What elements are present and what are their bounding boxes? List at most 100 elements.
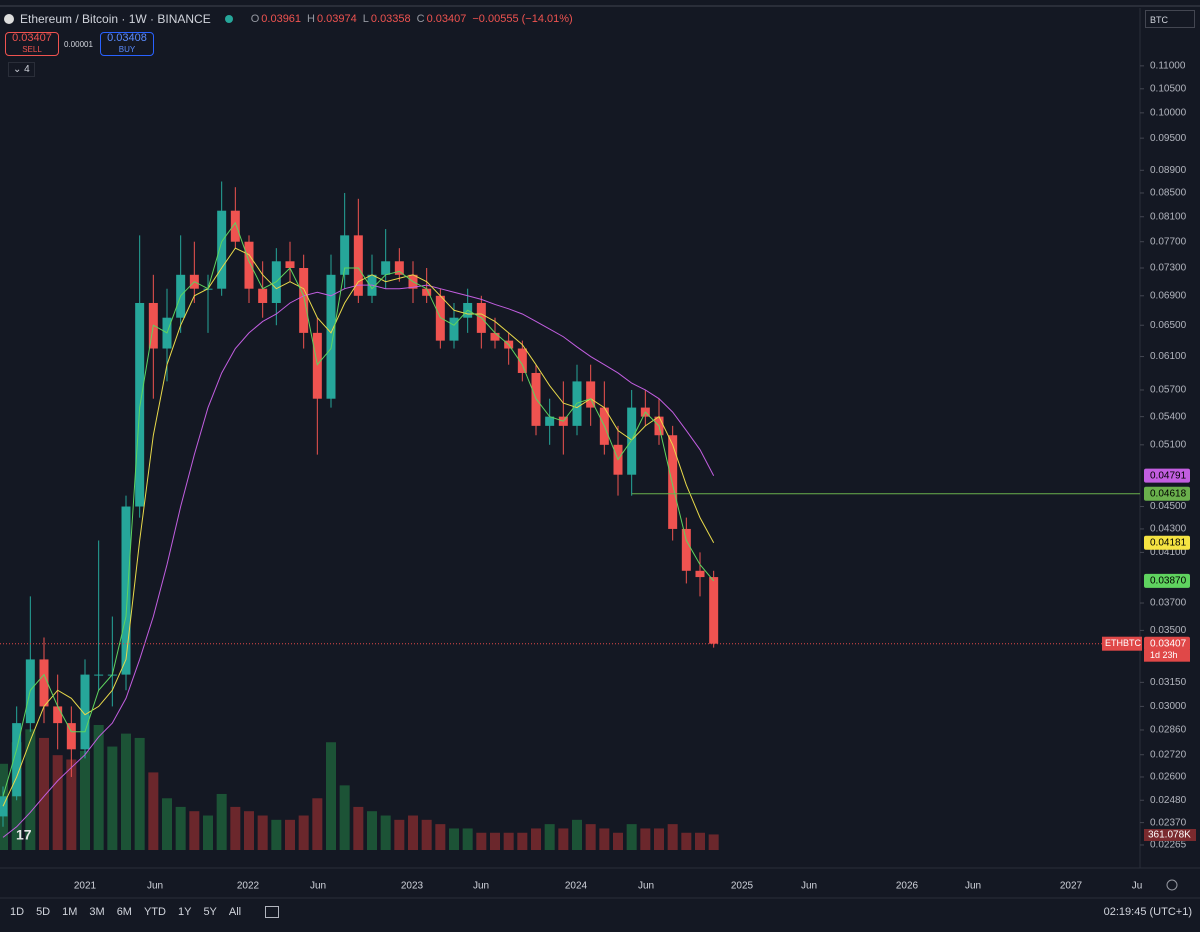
candle-body	[230, 210, 240, 242]
candle-body	[12, 723, 22, 797]
y-tick-label: 0.06900	[1150, 290, 1187, 301]
volume-bar	[175, 806, 186, 850]
range-button[interactable]: 3M	[89, 906, 105, 918]
candle-body	[217, 210, 227, 289]
candle-body	[94, 674, 104, 676]
x-tick-label: 2027	[1060, 881, 1083, 892]
y-tick-label: 0.02370	[1150, 817, 1187, 828]
y-tick-label: 0.02265	[1150, 840, 1187, 851]
candle-body	[340, 235, 350, 275]
range-button[interactable]: 1Y	[177, 906, 192, 918]
price-tag-label: 0.03870	[1150, 576, 1187, 587]
y-tick-label: 0.08900	[1150, 165, 1187, 176]
y-tick-label: 0.06100	[1150, 351, 1187, 362]
volume-bar	[367, 811, 377, 850]
range-button[interactable]: 5Y	[203, 906, 217, 918]
candle-body	[517, 348, 527, 373]
range-button[interactable]: YTD	[143, 906, 166, 918]
volume-tag-label: 361.078K	[1148, 830, 1191, 841]
y-tick-label: 0.05700	[1150, 385, 1187, 396]
moving-average	[2, 247, 715, 807]
volume-bar	[134, 737, 145, 850]
y-tick-label: 0.03700	[1150, 598, 1187, 609]
volume-bar	[558, 828, 569, 850]
candle-body	[545, 416, 555, 426]
toolbar: 1D 5D 1M 3M 6M YTD 1Y 5Y All 02:19:45 (UTC+1)	[0, 900, 1200, 924]
candle-body	[490, 332, 500, 341]
volume-bar	[257, 815, 268, 850]
spread: 0.00001	[64, 40, 93, 49]
range-button[interactable]: 6M	[116, 906, 132, 918]
y-tick-label: 0.07300	[1150, 263, 1187, 274]
volume-bar	[285, 819, 295, 850]
settings-icon[interactable]	[1166, 879, 1178, 891]
buy-price: 0.03408	[107, 32, 147, 44]
ohlc-value: 0.03358	[370, 13, 411, 25]
candle-body	[258, 288, 268, 303]
y-tick-label: 0.02600	[1150, 772, 1187, 783]
candle-body	[66, 723, 76, 750]
y-tick-label: 0.06500	[1150, 320, 1187, 331]
volume-bar	[435, 824, 446, 850]
price-tag	[1144, 486, 1190, 501]
x-tick-label: Ju	[1132, 881, 1143, 892]
x-tick-label: 2026	[896, 881, 919, 892]
sell-button[interactable]: 0.03407 SELL	[5, 32, 59, 56]
candle-body	[695, 570, 705, 578]
y-tick-label: 0.02860	[1150, 725, 1187, 736]
ohlc-key: H	[307, 13, 315, 25]
x-tick-label: Jun	[473, 881, 489, 892]
volume-bar	[339, 785, 350, 850]
range-button[interactable]: 1M	[62, 906, 78, 918]
x-tick-label: Jun	[310, 881, 326, 892]
y-tick-label: 0.08100	[1150, 211, 1187, 222]
volume-bar	[408, 815, 418, 850]
volume-bar	[52, 755, 63, 850]
y-tick-label: 0.10500	[1150, 83, 1187, 94]
candle-body	[326, 274, 336, 399]
indicator-toggle[interactable]: ⌄ 4	[8, 62, 35, 77]
volume-bar	[613, 832, 623, 850]
logo: 17	[16, 827, 32, 843]
candle-body	[449, 317, 459, 341]
volume-bar	[298, 815, 309, 850]
buy-label: BUY	[118, 45, 136, 54]
symbol-tag	[1102, 636, 1142, 651]
price-tag	[1144, 468, 1190, 483]
range-button[interactable]: All	[228, 906, 242, 918]
volume-bar	[25, 729, 36, 850]
candle-body	[709, 577, 719, 644]
volume-bar	[121, 733, 131, 850]
y-tick-label: 0.02480	[1150, 795, 1187, 806]
volume-bar	[626, 824, 637, 850]
candle-body	[244, 241, 254, 289]
candle-body	[422, 288, 432, 296]
compare-icon[interactable]	[265, 906, 280, 918]
candle-body	[285, 261, 295, 269]
volume-bar	[326, 742, 336, 850]
volume-bar	[189, 811, 200, 850]
range-button[interactable]: 1D	[10, 906, 25, 918]
ohlc-key: C	[416, 13, 425, 25]
volume-bar	[421, 819, 432, 850]
volume-bar	[599, 828, 610, 850]
price-tag	[1144, 573, 1190, 588]
buy-button[interactable]: 0.03408 BUY	[100, 32, 154, 56]
volume-bar	[271, 819, 282, 850]
candle-body	[299, 268, 309, 333]
candle-body	[121, 506, 131, 675]
volume-bar	[203, 815, 213, 850]
volume-bar	[312, 798, 323, 850]
range-button[interactable]: 5D	[36, 906, 51, 918]
volume-bar	[531, 828, 541, 850]
y-tick-label: 0.03150	[1150, 677, 1187, 688]
volume-bar	[353, 806, 364, 850]
x-tick-label: Jun	[147, 881, 163, 892]
symbol-title[interactable]: Ethereum / Bitcoin · 1W · BINANCE	[20, 12, 211, 26]
sell-price: 0.03407	[12, 32, 52, 44]
volume-bar	[695, 832, 705, 850]
currency-select[interactable]: BTC	[1145, 10, 1195, 28]
volume-bar	[66, 759, 77, 850]
